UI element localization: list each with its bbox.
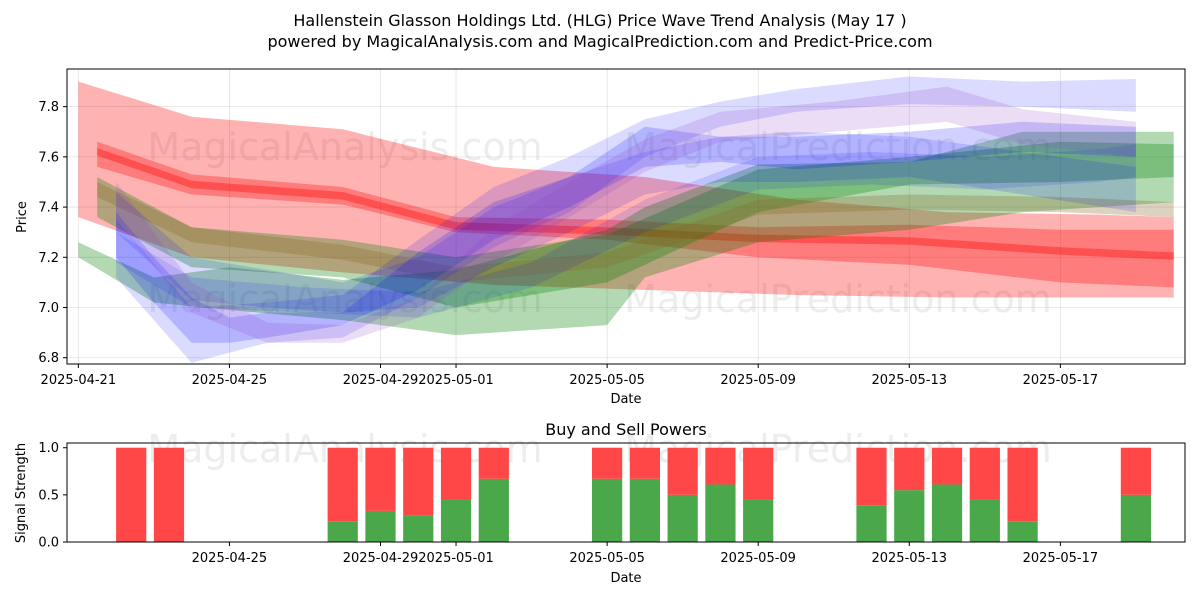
sell-power-bar xyxy=(894,447,925,491)
price-x-ticks: 2025-04-21 2025-04-25 2025-04-29 2025-05-01… xyxy=(41,364,1099,388)
price-y-tick-label: 6.8 xyxy=(38,351,59,366)
buy-power-bar xyxy=(856,505,887,542)
buy-power-bar xyxy=(743,499,774,542)
buy-power-bar xyxy=(592,478,623,542)
buy-power-bar xyxy=(1120,494,1152,542)
sell-power-bar xyxy=(705,447,736,485)
wave-band-red-line xyxy=(97,148,1174,260)
sell-power-bar xyxy=(116,447,147,542)
price-x-tick-label: 2025-04-29 xyxy=(343,373,419,388)
buy-power-bar xyxy=(403,515,434,542)
price-watermark-prediction: MagicalPrediction.com xyxy=(624,125,1052,169)
price-plot-frame xyxy=(66,68,1186,365)
signal-y-ticks: 0.0 0.5 1.0 xyxy=(38,441,67,551)
price-y-tick-label: 7.8 xyxy=(38,100,59,115)
price-watermark-prediction-lower: MagicalPrediction.com xyxy=(624,277,1052,321)
sell-power-bar xyxy=(440,447,472,500)
wave-band-green-wide xyxy=(78,131,1174,336)
signal-plot-frame xyxy=(66,442,1186,543)
price-y-tick-label: 7.0 xyxy=(38,301,59,316)
wave-band-purple xyxy=(116,86,1136,343)
price-watermark-analysis: MagicalAnalysis.com xyxy=(147,125,542,169)
buy-power-bar xyxy=(365,510,396,542)
price-y-ticks: 6.8 7.0 7.2 7.4 7.6 7.8 xyxy=(38,100,67,366)
price-panel: MagicalAnalysis.com MagicalPrediction.co… xyxy=(15,68,1186,407)
signal-y-axis-label: Signal Strength xyxy=(14,443,29,543)
buy-power-bar xyxy=(327,521,358,542)
buy-power-bar xyxy=(894,490,925,542)
wave-band-red-narrow xyxy=(97,141,1174,288)
buy-power-bar xyxy=(629,478,660,542)
signal-y-tick-label: 0.5 xyxy=(38,488,59,503)
buy-power-bar xyxy=(969,499,1000,542)
wave-band-blue-wide-2 xyxy=(116,131,1136,313)
sell-power-bar xyxy=(478,447,509,479)
price-x-tick-label: 2025-05-09 xyxy=(720,373,796,388)
sell-power-bar xyxy=(629,447,660,479)
signal-x-tick-label: 2025-04-29 xyxy=(343,551,419,566)
sell-power-bar xyxy=(667,447,698,495)
price-y-tick-label: 7.6 xyxy=(38,150,59,165)
price-y-tick-label: 7.4 xyxy=(38,201,59,216)
sell-power-bar xyxy=(327,447,358,522)
signal-x-ticks: 2025-04-25 2025-04-29 2025-05-01 2025-05-05… xyxy=(192,542,1099,566)
wave-band-blue-wide-1 xyxy=(116,76,1136,363)
sell-power-bar xyxy=(1120,447,1152,495)
buy-power-bar xyxy=(440,499,472,542)
price-x-axis-label: Date xyxy=(610,392,641,407)
signal-x-axis-label: Date xyxy=(610,571,641,586)
signal-x-tick-label: 2025-05-05 xyxy=(569,551,645,566)
signal-panel-title: Buy and Sell Powers xyxy=(545,420,707,439)
signal-bars xyxy=(116,447,1152,542)
sell-power-bar xyxy=(969,447,1000,500)
price-x-tick-label: 2025-04-25 xyxy=(192,373,268,388)
sell-power-bar xyxy=(365,447,396,511)
wave-band-blue-mid xyxy=(116,121,1136,343)
figure-title-line2: powered by MagicalAnalysis.com and Magic… xyxy=(267,32,932,51)
sell-power-bar xyxy=(403,447,434,516)
wave-band-red-wide xyxy=(78,81,1174,298)
wave-band-blue-teal xyxy=(116,144,1136,318)
signal-y-tick-label: 0.0 xyxy=(38,536,59,551)
signal-x-tick-label: 2025-04-25 xyxy=(192,551,268,566)
price-x-tick-label: 2025-05-17 xyxy=(1023,373,1099,388)
figure-title-line1: Hallenstein Glasson Holdings Ltd. (HLG) … xyxy=(293,11,906,30)
sell-power-bar xyxy=(856,447,887,506)
buy-power-bar xyxy=(478,478,509,542)
price-x-tick-label: 2025-05-01 xyxy=(418,373,494,388)
signal-y-tick-label: 1.0 xyxy=(38,441,59,456)
price-y-tick-label: 7.2 xyxy=(38,251,59,266)
signal-x-tick-label: 2025-05-17 xyxy=(1023,551,1099,566)
signal-x-tick-label: 2025-05-13 xyxy=(871,551,947,566)
sell-power-bar xyxy=(931,447,963,485)
price-x-tick-label: 2025-04-21 xyxy=(41,373,117,388)
price-x-tick-label: 2025-05-13 xyxy=(871,373,947,388)
buy-power-bar xyxy=(931,484,963,542)
signal-x-tick-label: 2025-05-01 xyxy=(418,551,494,566)
buy-power-bar xyxy=(1007,521,1038,542)
signal-panel: Buy and Sell Powers MagicalAnalysis.com … xyxy=(14,420,1186,586)
sell-power-bar xyxy=(153,447,185,542)
wave-band-green-narrow xyxy=(97,141,1174,308)
price-y-axis-label: Price xyxy=(15,201,30,233)
sell-power-bar xyxy=(1007,447,1038,522)
wave-band-olive-mix xyxy=(97,182,1174,283)
sell-power-bar xyxy=(592,447,623,479)
price-x-tick-label: 2025-05-05 xyxy=(569,373,645,388)
signal-x-tick-label: 2025-05-09 xyxy=(720,551,796,566)
sell-power-bar xyxy=(743,447,774,500)
price-wave-bands xyxy=(78,76,1174,363)
price-watermark-analysis-lower: MagicalAnalysis.com xyxy=(147,277,542,321)
buy-power-bar xyxy=(705,484,736,542)
buy-power-bar xyxy=(667,494,698,542)
price-gridlines xyxy=(67,69,1185,364)
